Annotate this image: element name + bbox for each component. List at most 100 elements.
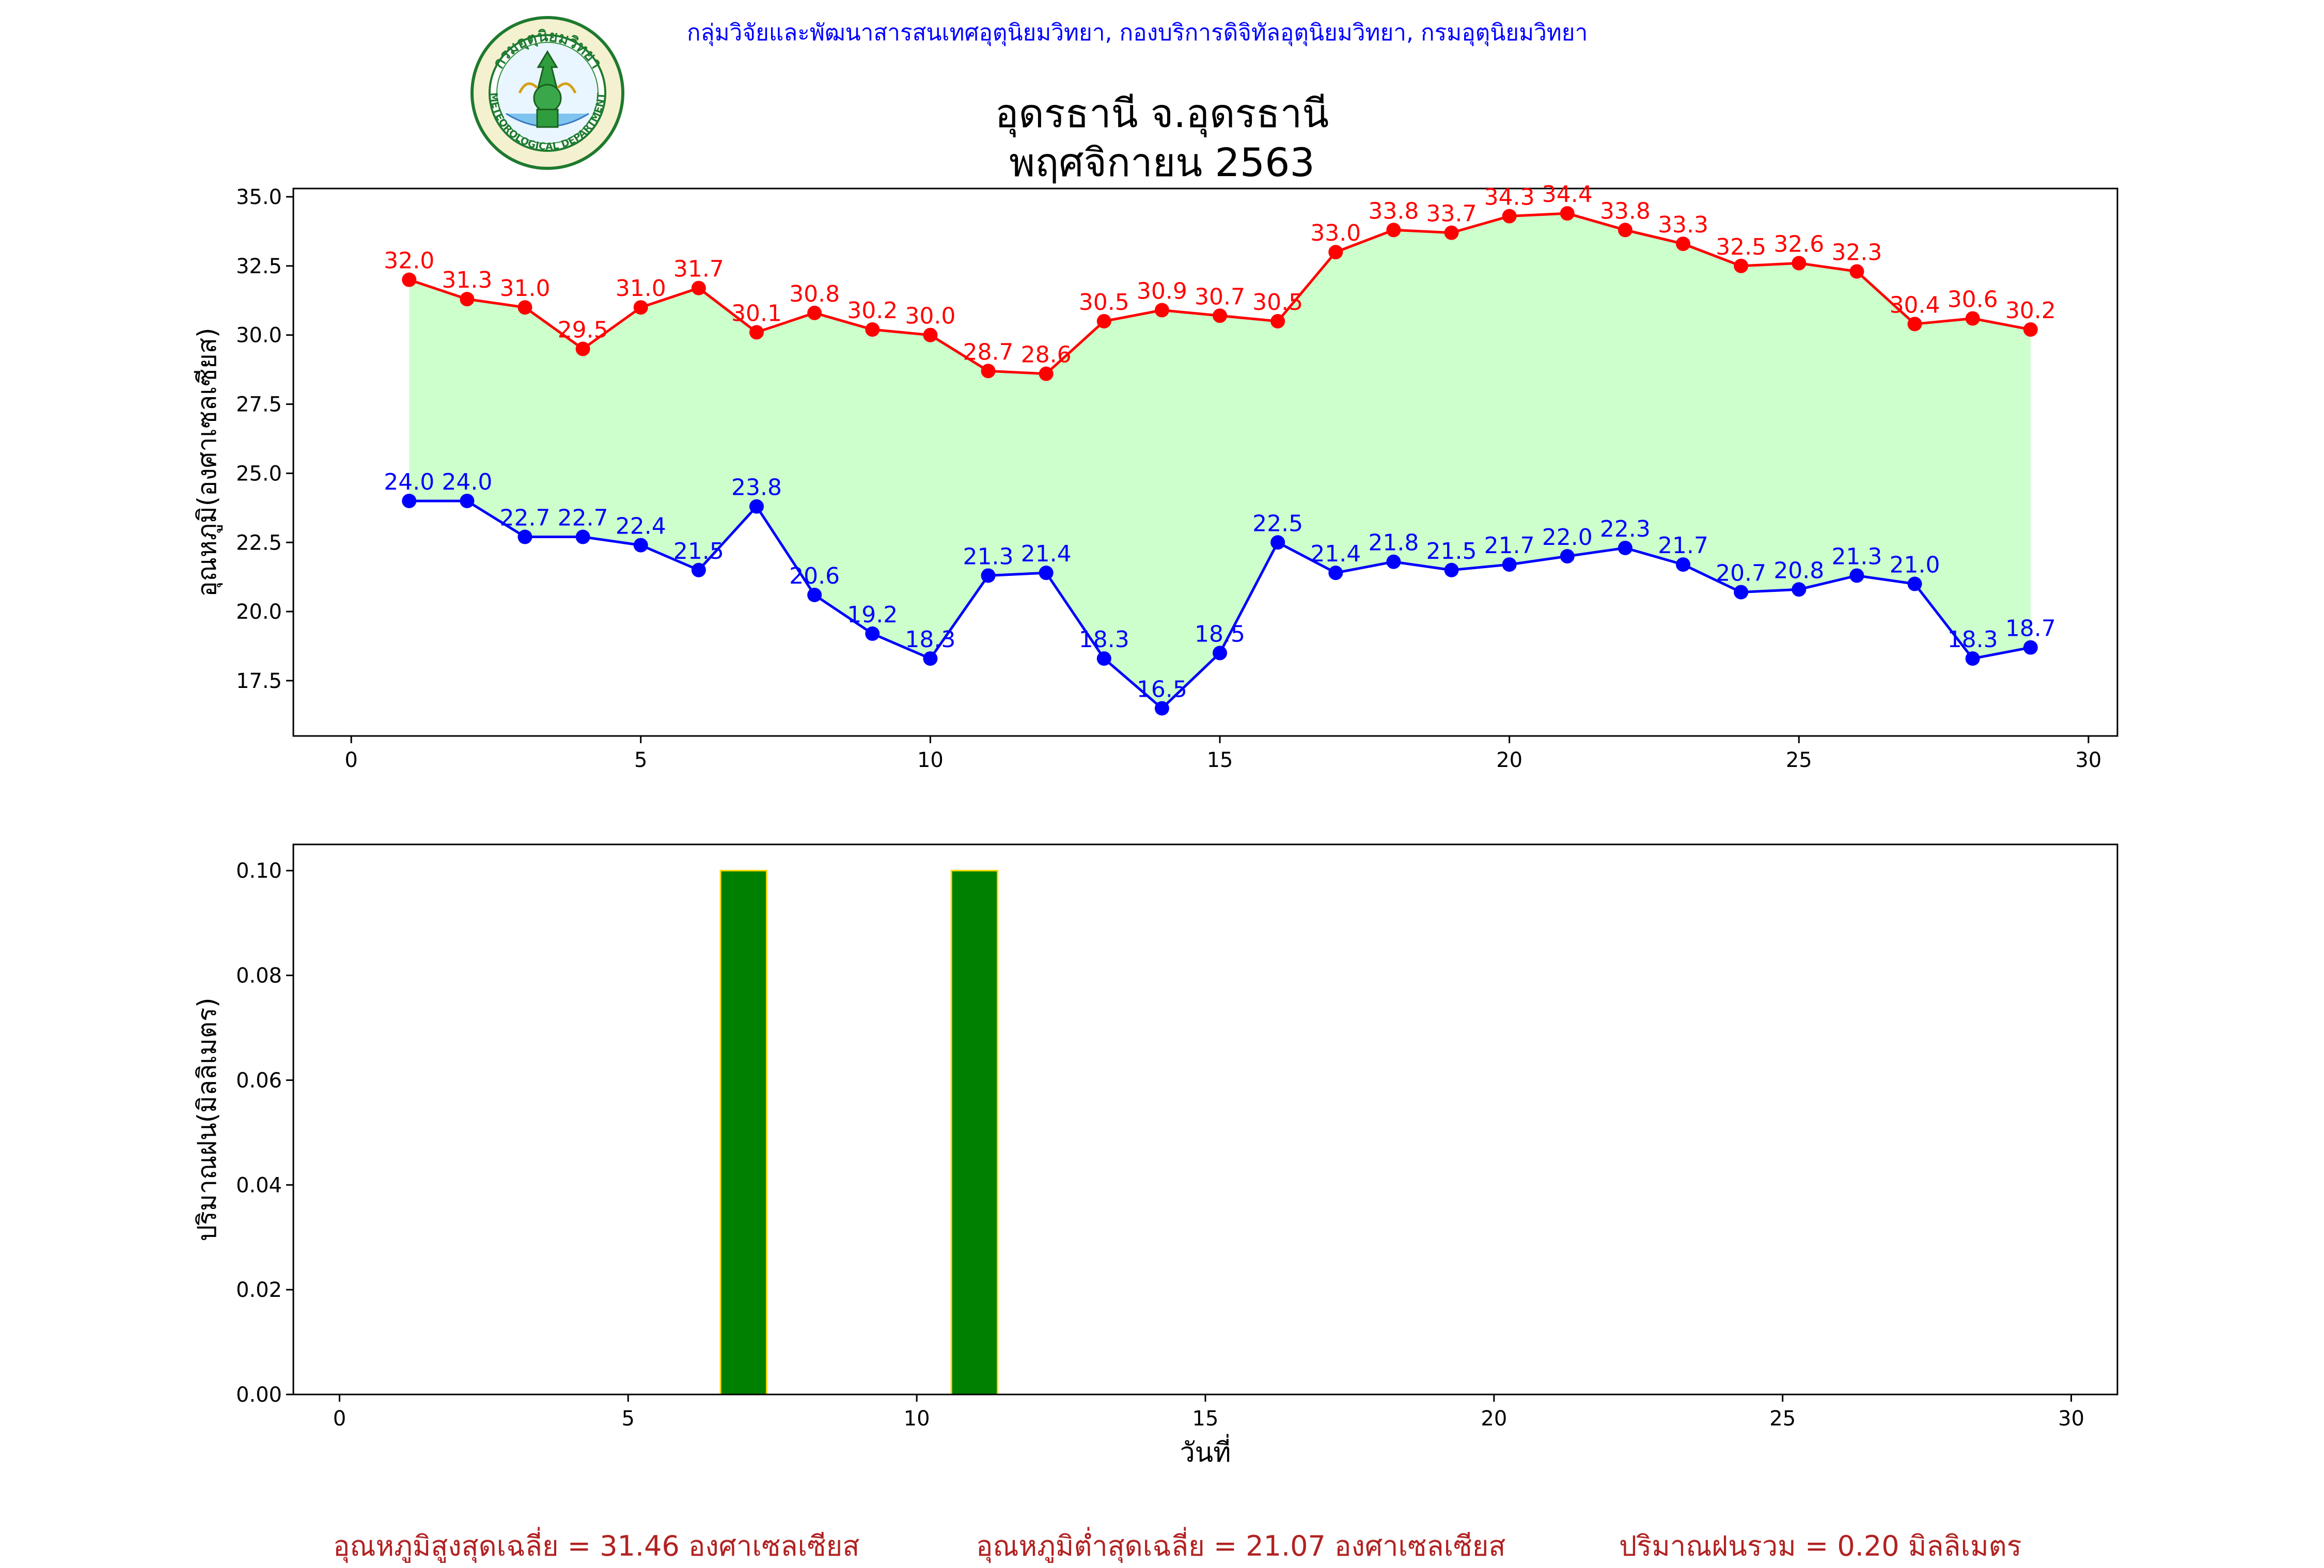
temp-y-tick-label: 35.0 (236, 185, 282, 209)
max-temp-point (1676, 237, 1690, 251)
max-temp-point (1155, 303, 1169, 318)
max-temp-point (1213, 308, 1227, 323)
max-temp-data-label: 30.6 (1948, 287, 1998, 313)
min-temp-data-label: 18.7 (2005, 616, 2056, 642)
max-temp-data-label: 30.0 (905, 303, 955, 330)
max-temp-point (1502, 209, 1517, 224)
min-temp-point (2023, 640, 2038, 655)
rain-x-tick-label: 20 (1481, 1407, 1507, 1431)
min-temp-point (402, 494, 416, 508)
min-temp-point (460, 494, 474, 508)
max-temp-point (1792, 256, 1806, 271)
min-temp-point (1213, 646, 1227, 660)
temp-y-tick-label: 17.5 (236, 669, 282, 693)
avg-min-summary: อุณหภูมิต่ำสุดเฉลี่ย = 21.07 องศาเซลเซีย… (976, 1524, 1505, 1568)
max-temp-point (1849, 264, 1864, 279)
min-temp-data-label: 21.3 (963, 543, 1014, 570)
min-temp-data-label: 22.5 (1252, 510, 1303, 537)
min-temp-point (1849, 568, 1864, 583)
max-temp-point (634, 300, 648, 315)
min-temp-point (923, 651, 937, 666)
max-temp-point (1097, 314, 1111, 328)
rain-y-tick-label: 0.00 (236, 1383, 282, 1407)
max-temp-data-label: 33.0 (1310, 220, 1361, 246)
min-temp-point (692, 563, 706, 577)
temp-x-tick-label: 15 (1207, 748, 1233, 772)
min-temp-data-label: 20.6 (789, 563, 840, 589)
max-temp-data-label: 30.5 (1252, 289, 1303, 316)
temp-y-tick-label: 20.0 (236, 600, 282, 624)
min-temp-point (1792, 582, 1806, 597)
max-temp-point (518, 300, 532, 315)
min-temp-point (1039, 566, 1054, 580)
max-temp-data-label: 30.5 (1079, 289, 1129, 316)
rain-x-tick-label: 30 (2058, 1407, 2084, 1431)
min-temp-data-label: 18.5 (1195, 621, 1245, 647)
min-temp-point (981, 568, 996, 583)
max-temp-data-label: 28.7 (963, 339, 1014, 365)
temp-x-tick-label: 20 (1496, 748, 1522, 772)
rain-y-axis-label: ปริมาณฝน(มิลลิเมตร) (192, 997, 222, 1241)
min-temp-data-label: 21.4 (1021, 541, 1072, 567)
min-temp-data-label: 21.3 (1831, 543, 1882, 570)
max-temp-data-label: 33.8 (1368, 198, 1419, 224)
max-temp-point (865, 322, 880, 337)
max-temp-point (807, 306, 822, 320)
min-temp-point (1966, 651, 1980, 666)
max-temp-data-label: 28.6 (1021, 342, 1072, 368)
max-temp-data-label: 33.3 (1658, 212, 1708, 238)
min-temp-data-label: 16.5 (1137, 676, 1187, 702)
max-temp-data-label: 32.6 (1773, 231, 1824, 258)
min-temp-point (1270, 535, 1285, 550)
min-temp-point (1618, 541, 1632, 555)
temp-y-tick-label: 32.5 (236, 255, 282, 278)
max-temp-data-label: 33.8 (1600, 198, 1651, 224)
rain-y-tick-label: 0.04 (236, 1173, 282, 1197)
temp-y-axis-label: อุณหภูมิ(องศาเซลเซียส) (192, 327, 223, 597)
min-temp-data-label: 21.7 (1658, 532, 1708, 559)
min-temp-data-label: 19.2 (847, 602, 898, 628)
temp-x-tick-label: 10 (917, 748, 944, 772)
max-temp-point (402, 273, 416, 287)
min-temp-data-label: 21.5 (1426, 538, 1477, 565)
temp-x-tick-label: 5 (634, 748, 647, 772)
max-temp-point (460, 292, 474, 306)
min-temp-point (518, 530, 532, 544)
min-temp-point (1560, 549, 1575, 563)
max-temp-data-label: 30.2 (2005, 297, 2056, 324)
max-temp-data-label: 34.4 (1542, 181, 1593, 208)
max-temp-data-label: 34.3 (1484, 184, 1535, 211)
max-temp-point (1908, 317, 1922, 331)
max-temp-point (1966, 311, 1980, 326)
temp-x-tick-label: 25 (1786, 748, 1812, 772)
min-temp-point (1155, 701, 1169, 715)
max-temp-data-label: 30.8 (789, 281, 840, 307)
min-temp-point (1328, 566, 1343, 580)
min-temp-data-label: 22.0 (1542, 524, 1593, 551)
min-temp-point (1097, 651, 1111, 666)
max-temp-data-label: 32.0 (384, 248, 434, 274)
rain-x-axis-label: วันที่ (1180, 1434, 1231, 1468)
min-temp-data-label: 18.3 (1948, 626, 1998, 653)
min-temp-data-label: 22.7 (558, 505, 608, 531)
max-temp-point (1560, 206, 1575, 221)
rain-x-tick-label: 10 (904, 1407, 930, 1431)
rain-y-tick-label: 0.08 (236, 964, 282, 988)
min-temp-point (1502, 557, 1517, 572)
rain-x-tick-label: 25 (1769, 1407, 1796, 1431)
temp-y-tick-label: 25.0 (236, 462, 282, 485)
max-temp-point (576, 342, 590, 356)
rain-x-tick-label: 5 (622, 1407, 635, 1431)
temp-x-tick-label: 0 (344, 748, 357, 772)
min-temp-data-label: 20.7 (1716, 560, 1766, 587)
rain-axes-frame (293, 844, 2117, 1394)
max-temp-point (1328, 245, 1343, 259)
min-temp-point (1734, 585, 1748, 600)
max-temp-point (1386, 223, 1401, 237)
max-temp-data-label: 32.3 (1831, 240, 1882, 266)
total-rain-summary: ปริมาณฝนรวม = 0.20 มิลลิเมตร (1619, 1524, 2022, 1568)
temp-x-tick-label: 30 (2075, 748, 2101, 772)
min-temp-point (749, 499, 764, 514)
